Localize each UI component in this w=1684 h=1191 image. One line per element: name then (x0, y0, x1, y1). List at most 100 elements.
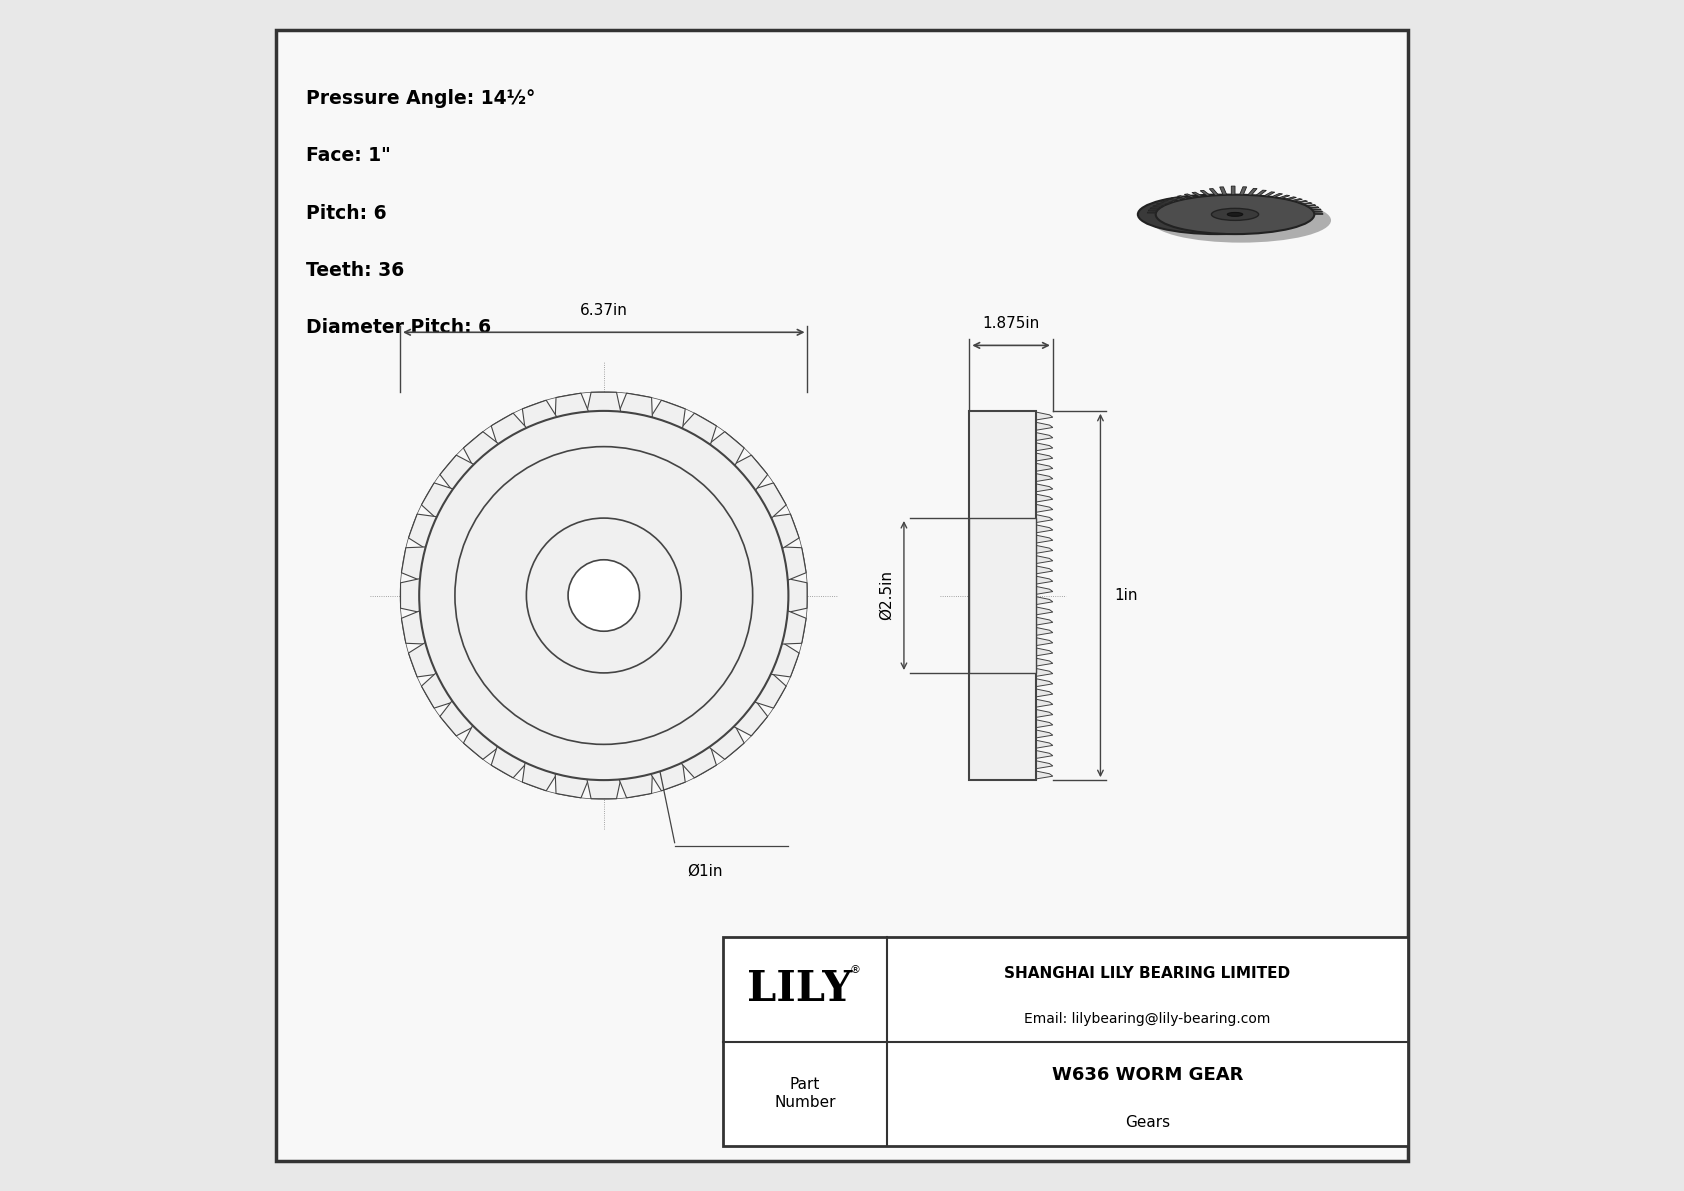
Polygon shape (1036, 453, 1052, 461)
Polygon shape (1297, 200, 1308, 202)
Polygon shape (1150, 207, 1160, 210)
Polygon shape (1036, 423, 1052, 430)
Text: Diameter Pitch: 6: Diameter Pitch: 6 (306, 318, 492, 337)
Polygon shape (1036, 617, 1052, 625)
Polygon shape (1036, 556, 1052, 563)
Polygon shape (734, 455, 768, 491)
Polygon shape (1036, 432, 1052, 441)
Polygon shape (1036, 699, 1052, 707)
Polygon shape (1036, 443, 1052, 450)
Polygon shape (1177, 195, 1189, 199)
Polygon shape (1036, 515, 1052, 523)
Polygon shape (588, 779, 621, 799)
Polygon shape (1036, 607, 1052, 615)
Polygon shape (440, 455, 473, 491)
Circle shape (527, 518, 682, 673)
Polygon shape (1302, 202, 1312, 205)
Polygon shape (1036, 659, 1052, 666)
Polygon shape (709, 725, 744, 760)
Polygon shape (1036, 484, 1052, 492)
Polygon shape (588, 392, 621, 412)
Polygon shape (1036, 474, 1052, 481)
Bar (970, 518, 1036, 673)
Text: Part
Number: Part Number (775, 1078, 835, 1110)
Polygon shape (1036, 566, 1052, 574)
Polygon shape (1271, 193, 1283, 198)
Polygon shape (620, 393, 652, 417)
Text: 6.37in: 6.37in (579, 303, 628, 318)
Polygon shape (1305, 205, 1315, 206)
Ellipse shape (1150, 198, 1330, 243)
Polygon shape (1170, 198, 1182, 200)
Bar (970, 411, 1036, 780)
Polygon shape (771, 515, 800, 549)
Text: Pitch: 6: Pitch: 6 (306, 204, 387, 223)
Polygon shape (1036, 535, 1052, 543)
Polygon shape (1192, 192, 1202, 197)
Text: Ø1in: Ø1in (687, 863, 722, 879)
Polygon shape (1219, 187, 1226, 195)
Polygon shape (492, 413, 527, 444)
Polygon shape (1036, 628, 1052, 635)
Polygon shape (1231, 186, 1234, 194)
Text: W636 WORM GEAR: W636 WORM GEAR (1052, 1066, 1243, 1084)
Polygon shape (1036, 597, 1052, 605)
Polygon shape (1248, 188, 1256, 195)
Polygon shape (421, 482, 453, 518)
Circle shape (568, 560, 640, 631)
Ellipse shape (1155, 194, 1314, 235)
Polygon shape (556, 393, 588, 417)
Polygon shape (1036, 463, 1052, 472)
Text: 1in: 1in (1115, 588, 1138, 603)
Text: SHANGHAI LILY BEARING LIMITED: SHANGHAI LILY BEARING LIMITED (1004, 966, 1290, 981)
Polygon shape (1036, 730, 1052, 738)
Text: ®: ® (850, 966, 861, 975)
Polygon shape (492, 747, 527, 778)
Polygon shape (1312, 208, 1322, 211)
Polygon shape (1152, 205, 1162, 207)
Ellipse shape (1211, 208, 1258, 220)
Text: 1.875in: 1.875in (982, 316, 1039, 331)
Bar (722, 937, 1408, 1146)
Polygon shape (1036, 494, 1052, 503)
Polygon shape (1308, 207, 1319, 208)
Polygon shape (680, 413, 716, 444)
Polygon shape (1036, 719, 1052, 728)
Polygon shape (680, 747, 716, 778)
Polygon shape (1265, 192, 1275, 197)
Polygon shape (1201, 191, 1211, 197)
Polygon shape (788, 579, 807, 612)
Polygon shape (620, 774, 652, 798)
Ellipse shape (1138, 194, 1297, 235)
Polygon shape (1036, 771, 1052, 779)
Polygon shape (409, 642, 436, 676)
Circle shape (455, 447, 753, 744)
Polygon shape (1278, 195, 1290, 199)
Text: Email: lilybearing@lily-bearing.com: Email: lilybearing@lily-bearing.com (1024, 1011, 1271, 1025)
Text: Gears: Gears (1125, 1115, 1170, 1130)
Polygon shape (650, 762, 685, 791)
Polygon shape (440, 700, 473, 736)
Polygon shape (1148, 210, 1157, 211)
Text: Ø2.5in: Ø2.5in (879, 570, 894, 621)
Polygon shape (401, 579, 419, 612)
Polygon shape (1036, 710, 1052, 717)
Polygon shape (556, 774, 588, 798)
Polygon shape (401, 547, 426, 580)
Text: Face: 1": Face: 1" (306, 146, 391, 166)
Polygon shape (709, 431, 744, 466)
Polygon shape (522, 400, 557, 429)
Text: Pressure Angle: 14½°: Pressure Angle: 14½° (306, 89, 536, 108)
Polygon shape (1036, 586, 1052, 594)
Polygon shape (771, 642, 800, 676)
Polygon shape (1165, 199, 1175, 202)
Polygon shape (781, 547, 807, 580)
Polygon shape (1036, 576, 1052, 584)
Polygon shape (1285, 197, 1297, 200)
Polygon shape (463, 431, 498, 466)
Polygon shape (650, 400, 685, 429)
Polygon shape (1239, 187, 1246, 195)
Polygon shape (401, 611, 426, 644)
Polygon shape (1036, 741, 1052, 748)
Circle shape (397, 389, 810, 802)
